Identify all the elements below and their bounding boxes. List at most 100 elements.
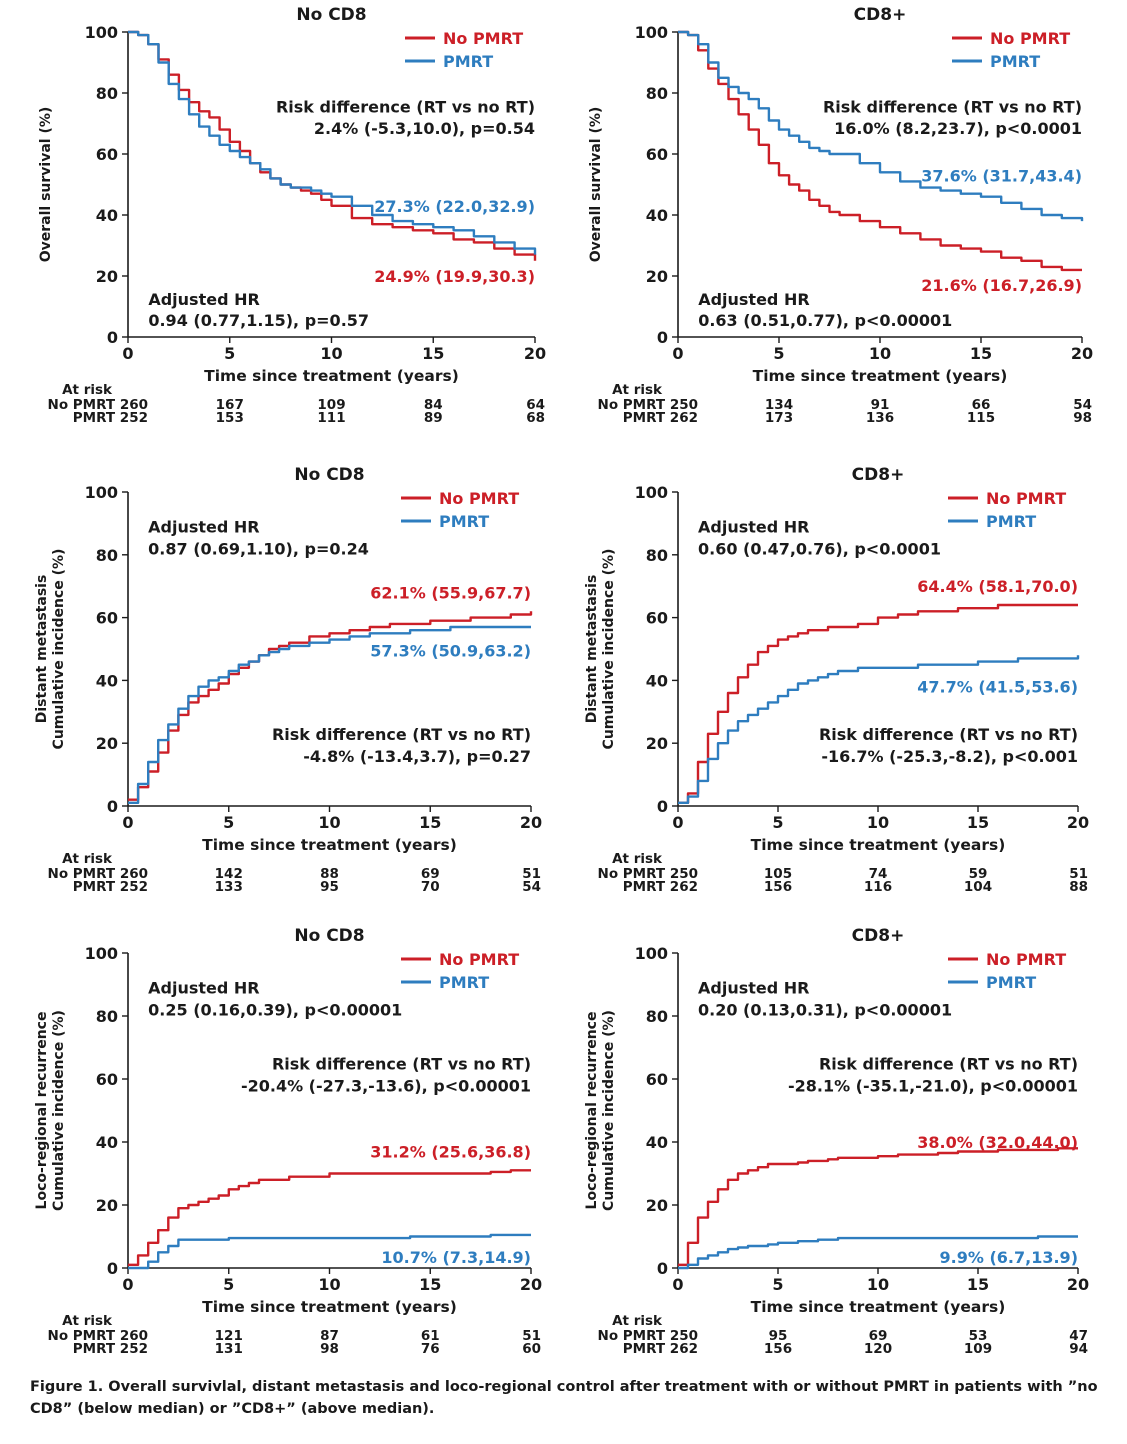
chart-panel-os-nocd8: No CD8 0 20 40 60 80 100 0 5 10 15 20 Time since tre… — [38, 5, 546, 426]
y-tick-label: 60 — [646, 145, 668, 164]
at-risk-count: 88 — [320, 866, 339, 882]
series-line-pmrt — [678, 30, 1084, 222]
at-risk-count: 94 — [1069, 1341, 1088, 1357]
chart-annotation: 57.3% (50.9,63.2) — [370, 642, 531, 661]
x-tick-label: 10 — [320, 344, 342, 363]
at-risk-row-label: PMRT 262 — [623, 410, 698, 426]
chart-title: No CD8 — [296, 5, 366, 25]
y-tick-label: 0 — [657, 328, 668, 347]
y-tick-label: 60 — [646, 1070, 668, 1089]
at-risk-count: 88 — [1069, 879, 1088, 895]
legend-label: PMRT — [439, 512, 489, 531]
x-tick-label: 15 — [422, 344, 444, 363]
at-risk-count: 95 — [769, 1328, 788, 1344]
chart-annotation: Adjusted HR — [148, 290, 259, 309]
at-risk-count: 134 — [765, 397, 793, 413]
y-tick-label: 20 — [646, 734, 668, 753]
at-risk-row-label: PMRT 252 — [73, 410, 148, 426]
at-risk-count: 60 — [522, 1341, 541, 1357]
chart-annotation: Adjusted HR — [148, 518, 259, 537]
at-risk-count: 116 — [864, 879, 892, 895]
chart-annotation: 21.6% (16.7,26.9) — [921, 276, 1082, 295]
chart-annotation: Risk difference (RT vs no RT) — [272, 725, 531, 744]
x-tick-label: 10 — [318, 1275, 340, 1294]
chart-annotation: 0.25 (0.16,0.39), p<0.00001 — [148, 1001, 402, 1020]
x-tick-label: 0 — [672, 344, 683, 363]
chart-annotation: 27.3% (22.0,32.9) — [374, 197, 535, 216]
chart-annotation: 38.0% (32.0,44.0) — [917, 1133, 1078, 1152]
chart-annotation: 0.87 (0.69,1.10), p=0.24 — [148, 540, 369, 559]
at-risk-count: 167 — [216, 397, 244, 413]
legend-label: PMRT — [439, 973, 489, 992]
series-line-pmrt — [128, 1233, 531, 1270]
y-axis-title: Overall survival (%) — [38, 107, 54, 263]
x-tick-label: 5 — [223, 813, 234, 832]
legend-label: PMRT — [443, 52, 493, 71]
y-tick-label: 80 — [646, 546, 668, 565]
at-risk-row-label: No PMRT 260 — [48, 397, 148, 413]
x-tick-label: 15 — [419, 813, 441, 832]
at-risk-count: 95 — [320, 879, 339, 895]
chart-annotation: 0.60 (0.47,0.76), p<0.0001 — [698, 540, 941, 559]
chart-title: CD8+ — [854, 5, 907, 25]
at-risk-header: At risk — [62, 382, 113, 398]
x-tick-label: 5 — [773, 344, 784, 363]
x-tick-label: 20 — [1067, 1275, 1089, 1294]
y-tick-label: 20 — [646, 1196, 668, 1215]
chart-panel-lrr-nocd8: No CD8 0 20 40 60 80 100 0 5 10 15 20 Time since tre… — [34, 926, 542, 1357]
y-tick-label: 20 — [646, 267, 668, 286]
chart-panel-lrr-cd8: CD8+ 0 20 40 60 80 100 0 5 10 15 20 Time since treat… — [584, 926, 1089, 1357]
x-tick-label: 15 — [967, 1275, 989, 1294]
x-tick-label: 20 — [1071, 344, 1093, 363]
chart-annotation: 10.7% (7.3,14.9) — [381, 1248, 531, 1267]
chart-annotation: 31.2% (25.6,36.8) — [370, 1142, 531, 1161]
at-risk-count: 66 — [972, 397, 991, 413]
at-risk-row-label: No PMRT 250 — [598, 866, 698, 882]
at-risk-count: 98 — [1073, 410, 1092, 426]
y-tick-label: 80 — [646, 1007, 668, 1026]
y-tick-label: 40 — [96, 671, 118, 690]
chart-title: CD8+ — [852, 465, 905, 485]
at-risk-count: 54 — [522, 879, 541, 895]
x-tick-label: 15 — [967, 813, 989, 832]
x-tick-label: 10 — [869, 344, 891, 363]
at-risk-row-label: No PMRT 260 — [48, 866, 148, 882]
y-tick-label: 80 — [96, 546, 118, 565]
at-risk-count: 51 — [1069, 866, 1088, 882]
x-tick-label: 0 — [122, 813, 133, 832]
y-axis-title: Overall survival (%) — [588, 107, 604, 263]
x-tick-label: 0 — [672, 1275, 683, 1294]
y-tick-label: 20 — [96, 1196, 118, 1215]
chart-annotation: 0.20 (0.13,0.31), p<0.00001 — [698, 1001, 952, 1020]
chart-annotation: 64.4% (58.1,70.0) — [917, 577, 1078, 596]
chart-title: No CD8 — [294, 926, 364, 946]
y-tick-label: 80 — [96, 1007, 118, 1026]
at-risk-header: At risk — [612, 1313, 663, 1329]
y-tick-label: 0 — [657, 1259, 668, 1278]
x-tick-label: 20 — [1067, 813, 1089, 832]
chart-panel-os-cd8: CD8+ 0 20 40 60 80 100 0 5 10 15 20 Time since treat… — [588, 5, 1093, 426]
y-tick-label: 40 — [96, 206, 118, 225]
at-risk-count: 156 — [764, 1341, 792, 1357]
at-risk-header: At risk — [62, 1313, 113, 1329]
legend-label: PMRT — [986, 973, 1036, 992]
series-line-no-pmrt — [678, 603, 1078, 805]
legend-label: No PMRT — [986, 950, 1066, 969]
y-tick-label: 100 — [635, 23, 668, 42]
legend-label: PMRT — [990, 52, 1040, 71]
at-risk-count: 59 — [969, 866, 988, 882]
at-risk-count: 105 — [764, 866, 792, 882]
series-line-no-pmrt — [128, 1169, 531, 1267]
at-risk-count: 111 — [317, 410, 345, 426]
y-tick-label: 40 — [646, 671, 668, 690]
at-risk-count: 142 — [215, 866, 243, 882]
at-risk-header: At risk — [62, 851, 113, 867]
at-risk-count: 87 — [320, 1328, 339, 1344]
chart-annotation: Risk difference (RT vs no RT) — [819, 1054, 1078, 1073]
chart-title: CD8+ — [852, 926, 905, 946]
y-tick-label: 100 — [635, 483, 668, 502]
y-tick-label: 60 — [96, 1070, 118, 1089]
x-tick-label: 10 — [867, 813, 889, 832]
chart-panel-dm-nocd8: No CD8 0 20 40 60 80 100 0 5 10 15 20 Time since tre… — [34, 465, 542, 895]
